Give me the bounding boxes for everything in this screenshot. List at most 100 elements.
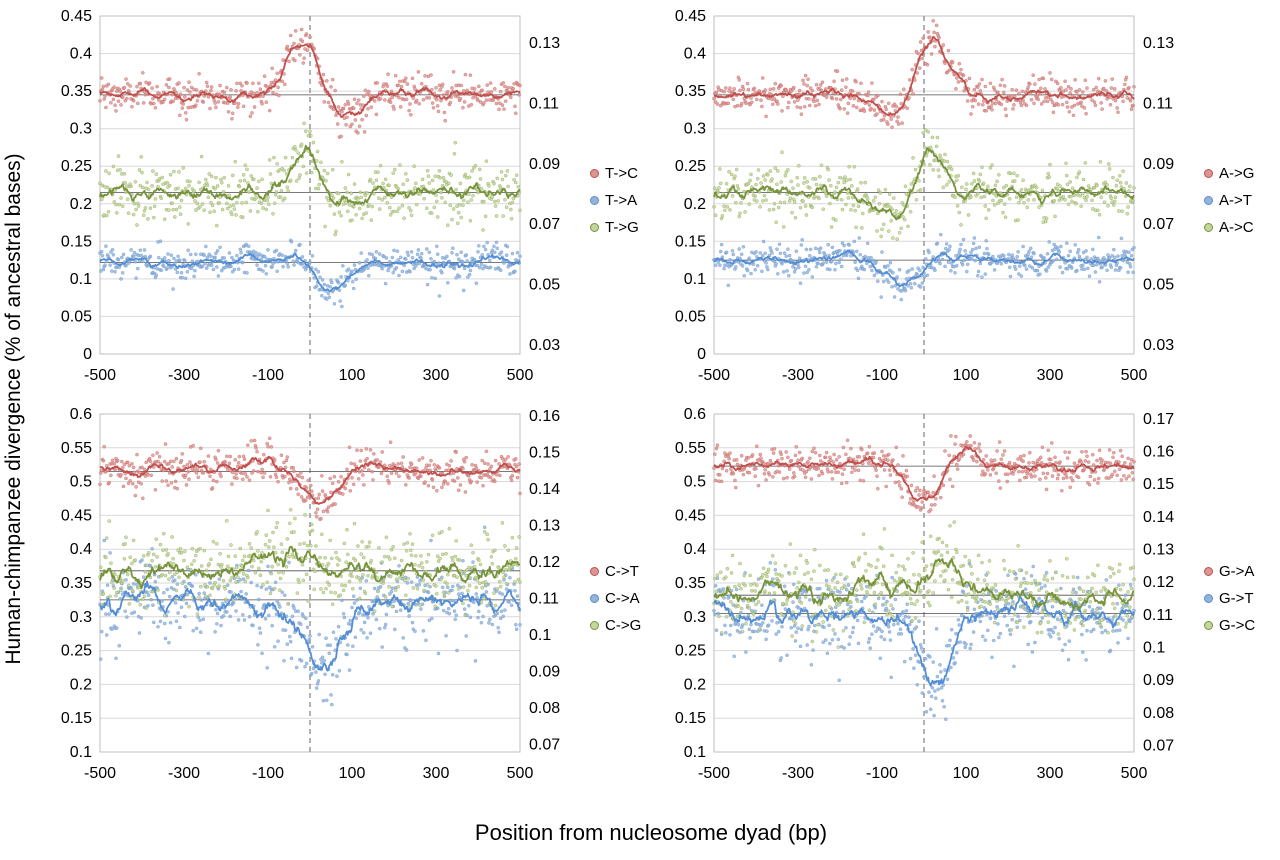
svg-text:0.1: 0.1	[684, 744, 706, 761]
svg-text:300: 300	[423, 367, 450, 384]
legend-marker-green-icon	[590, 620, 599, 630]
svg-text:0.08: 0.08	[529, 700, 560, 717]
svg-text:0.13: 0.13	[1143, 542, 1174, 559]
svg-text:0.11: 0.11	[1143, 96, 1173, 113]
svg-text:0.16: 0.16	[1143, 444, 1174, 461]
chart-row-top: 0.45 0.4 0.35 0.3 0.25 0.2 0.15 0.1 0.05 0 0.13 0.1…	[36, 4, 1264, 396]
svg-text:0.25: 0.25	[675, 643, 706, 660]
svg-text:0.13: 0.13	[1143, 35, 1174, 52]
chart-g-substitutions: 0.6 0.55 0.5 0.45 0.4 0.35 0.3 0.25 0.2 0.15 0.1 0.…	[675, 406, 1174, 782]
chart-c-substitutions: 0.6 0.55 0.5 0.45 0.4 0.35 0.3 0.25 0.2 0.15 0.1 0.…	[61, 406, 560, 782]
svg-text:0.1: 0.1	[684, 271, 706, 288]
svg-text:0.1: 0.1	[1143, 640, 1165, 657]
legend-marker-red-icon	[590, 168, 599, 178]
svg-text:0.1: 0.1	[529, 627, 551, 644]
svg-text:0.2: 0.2	[684, 676, 706, 693]
svg-text:0.25: 0.25	[61, 158, 92, 175]
svg-text:0.15: 0.15	[61, 710, 92, 727]
legend-t: T->C T->A T->G	[590, 160, 650, 241]
svg-text:500: 500	[1121, 765, 1148, 782]
legend-c: C->T C->A C->G	[590, 558, 650, 639]
svg-text:100: 100	[339, 765, 366, 782]
svg-text:0: 0	[83, 346, 92, 363]
svg-text:-100: -100	[866, 765, 898, 782]
panel-t-substitutions: 0.45 0.4 0.35 0.3 0.25 0.2 0.15 0.1 0.05 0 0.13 0.1…	[36, 4, 650, 396]
svg-text:300: 300	[423, 765, 450, 782]
legend-item: T->C	[590, 165, 650, 182]
legend-label: A->C	[1219, 218, 1254, 236]
svg-text:0.4: 0.4	[70, 541, 92, 558]
svg-text:0.03: 0.03	[1143, 337, 1174, 354]
svg-text:0.15: 0.15	[61, 233, 92, 250]
svg-text:0.2: 0.2	[70, 196, 92, 213]
svg-text:500: 500	[507, 765, 534, 782]
chart-row-bottom: 0.6 0.55 0.5 0.45 0.4 0.35 0.3 0.25 0.2 0.15 0.1 0.…	[36, 402, 1264, 794]
svg-text:0.05: 0.05	[675, 308, 706, 325]
svg-text:0.07: 0.07	[529, 737, 560, 754]
svg-text:0.07: 0.07	[1143, 738, 1174, 755]
legend-marker-blue-icon	[1204, 593, 1213, 603]
svg-text:0.05: 0.05	[1143, 277, 1174, 294]
svg-text:0.09: 0.09	[529, 664, 560, 681]
svg-text:-100: -100	[252, 367, 284, 384]
svg-text:0.03: 0.03	[529, 337, 560, 354]
svg-text:100: 100	[953, 367, 980, 384]
y-axis-title: Human-chimpanzee divergence (% of ancest…	[2, 153, 25, 665]
svg-text:-500: -500	[698, 765, 730, 782]
svg-text:-300: -300	[168, 765, 200, 782]
svg-text:0.4: 0.4	[684, 541, 706, 558]
legend-marker-red-icon	[1204, 566, 1213, 576]
svg-text:0.3: 0.3	[70, 121, 92, 138]
chart-a-substitutions: 0.45 0.4 0.35 0.3 0.25 0.2 0.15 0.1 0.05 0 0.13 0.1…	[675, 8, 1174, 384]
svg-text:0.11: 0.11	[529, 591, 559, 608]
svg-text:0.4: 0.4	[684, 46, 706, 63]
legend-item: A->G	[1204, 165, 1264, 182]
svg-text:0.35: 0.35	[61, 83, 92, 100]
svg-text:0.15: 0.15	[1143, 476, 1174, 493]
svg-text:0.13: 0.13	[529, 35, 560, 52]
svg-text:0.1: 0.1	[70, 744, 92, 761]
svg-text:-500: -500	[84, 367, 116, 384]
svg-text:0.11: 0.11	[1143, 607, 1173, 624]
svg-text:0.3: 0.3	[684, 121, 706, 138]
svg-text:0.4: 0.4	[70, 46, 92, 63]
legend-label: A->T	[1219, 191, 1252, 209]
svg-text:-500: -500	[698, 367, 730, 384]
chart-t-substitutions: 0.45 0.4 0.35 0.3 0.25 0.2 0.15 0.1 0.05 0 0.13 0.1…	[61, 8, 560, 384]
legend-item: G->T	[1204, 590, 1264, 607]
svg-text:0.09: 0.09	[1143, 156, 1174, 173]
legend-item: G->C	[1204, 617, 1264, 634]
svg-text:0.35: 0.35	[675, 575, 706, 592]
svg-text:-300: -300	[782, 765, 814, 782]
svg-text:0.05: 0.05	[61, 308, 92, 325]
legend-label: C->G	[605, 616, 642, 634]
svg-text:0.13: 0.13	[529, 517, 560, 534]
svg-text:0.15: 0.15	[529, 444, 560, 461]
svg-text:0.2: 0.2	[70, 676, 92, 693]
svg-text:0.14: 0.14	[1143, 509, 1174, 526]
svg-text:0.3: 0.3	[684, 609, 706, 626]
svg-text:0.45: 0.45	[675, 8, 706, 25]
legend-item: A->T	[1204, 192, 1264, 209]
legend-marker-red-icon	[590, 566, 599, 576]
legend-marker-blue-icon	[1204, 195, 1213, 205]
svg-text:0.15: 0.15	[675, 233, 706, 250]
legend-marker-blue-icon	[590, 593, 599, 603]
svg-text:300: 300	[1037, 367, 1064, 384]
legend-marker-green-icon	[1204, 222, 1213, 232]
svg-text:500: 500	[507, 367, 534, 384]
legend-label: T->G	[605, 218, 639, 236]
svg-text:0.07: 0.07	[1143, 216, 1174, 233]
svg-text:0: 0	[697, 346, 706, 363]
svg-text:0.45: 0.45	[61, 8, 92, 25]
legend-item: C->G	[590, 617, 650, 634]
svg-text:0.14: 0.14	[529, 481, 560, 498]
svg-text:0.55: 0.55	[61, 440, 92, 457]
svg-text:0.3: 0.3	[70, 609, 92, 626]
legend-label: C->T	[605, 562, 639, 580]
svg-text:0.08: 0.08	[1143, 705, 1174, 722]
legend-marker-blue-icon	[590, 195, 599, 205]
svg-text:300: 300	[1037, 765, 1064, 782]
svg-text:0.16: 0.16	[529, 408, 560, 425]
